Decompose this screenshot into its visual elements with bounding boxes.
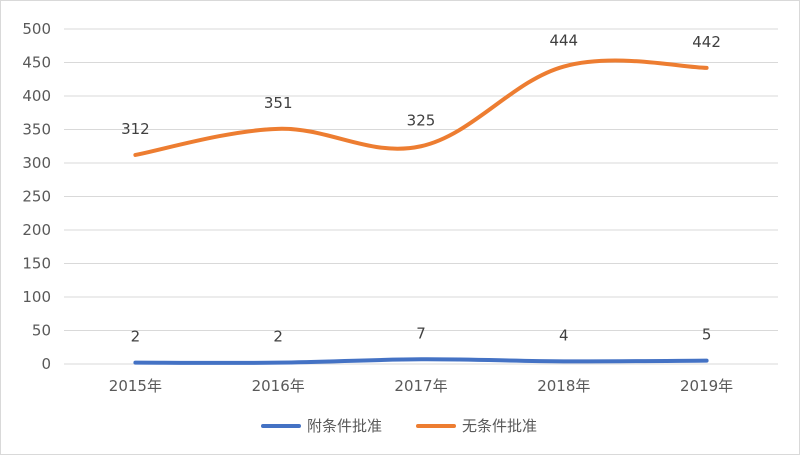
data-label: 442 (692, 33, 721, 51)
data-label: 2 (131, 328, 141, 346)
chart-frame: 0 50 100 150 200 250 300 350 400 450 500 2015年 2016… (0, 0, 800, 455)
data-label: 444 (549, 32, 578, 50)
series-line-1 (133, 58, 709, 157)
y-tick-label: 200 (22, 221, 51, 239)
y-tick-label: 350 (22, 121, 51, 139)
y-tick-label: 450 (22, 54, 51, 72)
series-line-0 (133, 357, 709, 365)
x-tick-label: 2017年 (394, 377, 447, 395)
line-chart: 0 50 100 150 200 250 300 350 400 450 500 2015年 2016… (22, 20, 778, 435)
series (133, 58, 709, 365)
y-tick-label: 250 (22, 188, 51, 206)
data-label: 5 (702, 326, 712, 344)
x-tick-label: 2018年 (537, 377, 590, 395)
legend-label: 无条件批准 (462, 417, 537, 435)
y-tick-label: 100 (22, 288, 51, 306)
x-tick-label: 2016年 (252, 377, 305, 395)
data-label: 325 (407, 111, 436, 129)
x-axis-ticks: 2015年 2016年 2017年 2018年 2019年 (109, 377, 733, 395)
x-tick-label: 2019年 (680, 377, 733, 395)
y-tick-label: 0 (41, 355, 51, 373)
data-labels: 2 2 7 4 5 312 351 325 444 442 (121, 32, 721, 346)
data-label: 312 (121, 120, 150, 138)
x-tick-label: 2015年 (109, 377, 162, 395)
data-label: 7 (416, 324, 426, 342)
legend: 附条件批准 无条件批准 (261, 417, 537, 435)
y-tick-label: 300 (22, 154, 51, 172)
legend-label: 附条件批准 (307, 417, 382, 435)
data-label: 2 (273, 328, 283, 346)
gridlines (64, 28, 778, 365)
y-tick-label: 500 (22, 20, 51, 38)
data-label: 351 (264, 94, 293, 112)
y-tick-label: 400 (22, 87, 51, 105)
data-label: 4 (559, 326, 569, 344)
y-tick-label: 50 (32, 322, 51, 340)
y-tick-label: 150 (22, 255, 51, 273)
y-axis-ticks: 0 50 100 150 200 250 300 350 400 450 500 (22, 20, 51, 373)
